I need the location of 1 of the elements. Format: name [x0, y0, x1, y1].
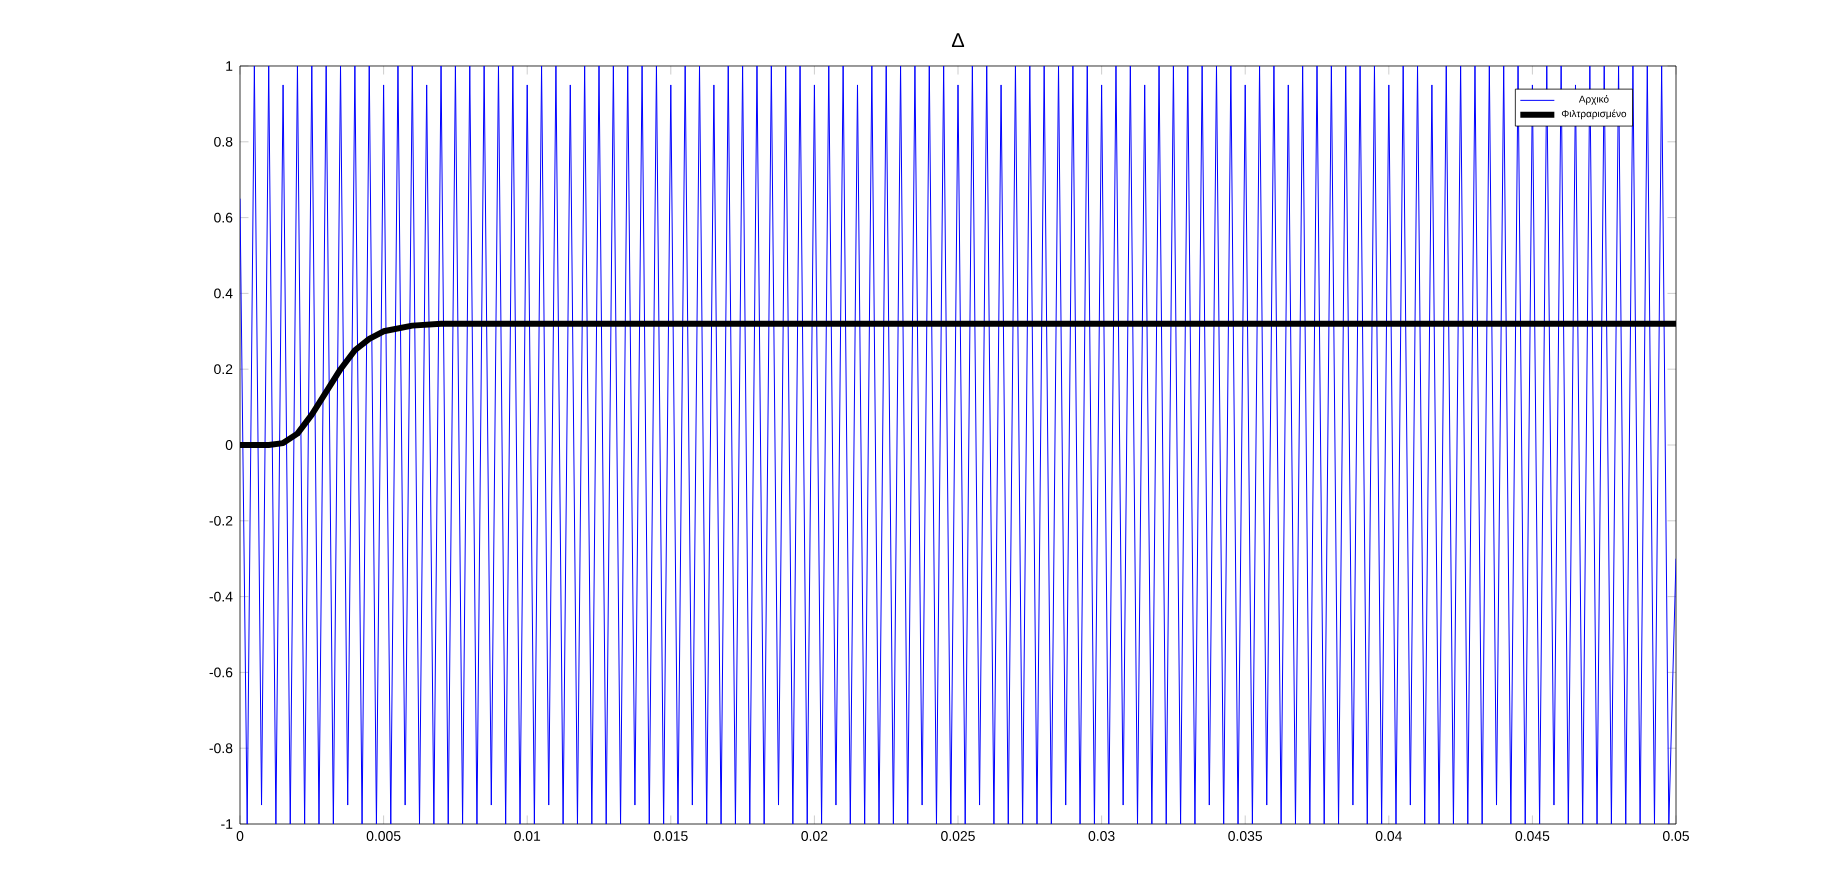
chart-title: Δ	[951, 33, 965, 47]
